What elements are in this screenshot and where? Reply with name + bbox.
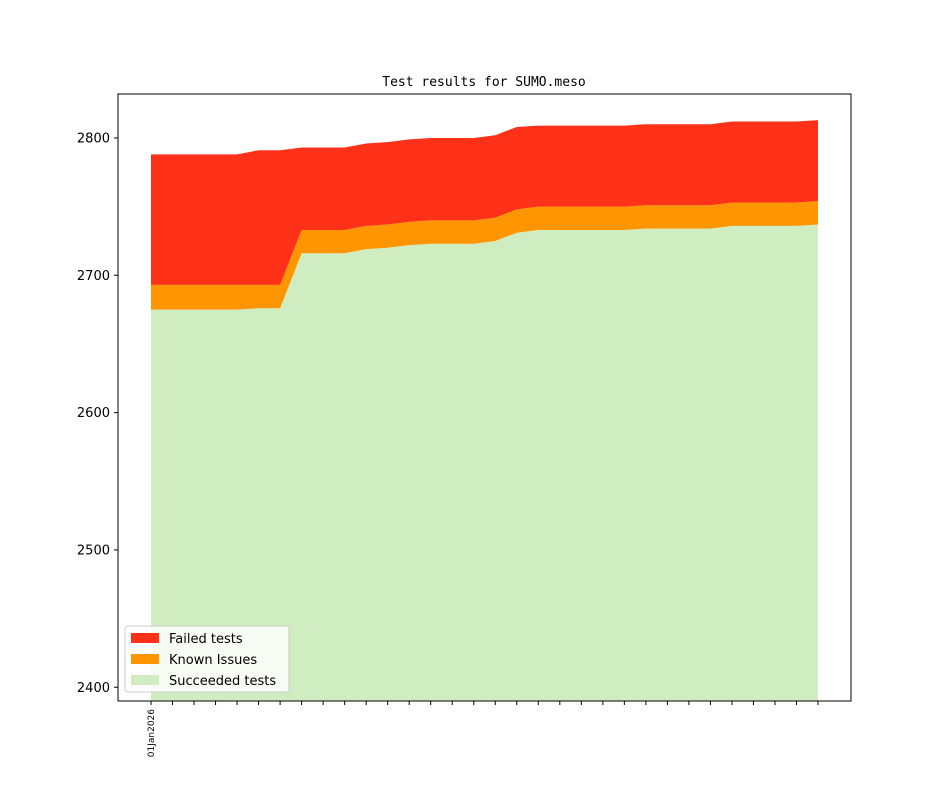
plot-areas	[151, 120, 818, 701]
chart-title: Test results for SUMO.meso	[382, 75, 586, 90]
legend-box	[124, 625, 290, 693]
y-tick-label: 2500	[77, 543, 110, 558]
legend-label-known-issues: Known Issues	[169, 653, 257, 668]
y-tick-label: 2700	[77, 269, 110, 284]
y-tick-label: 2600	[77, 406, 110, 421]
legend-label-succeeded-tests: Succeeded tests	[169, 674, 276, 689]
x-tick-label: 01Jan2026	[147, 709, 157, 758]
area-succeeded-tests	[151, 224, 818, 701]
x-axis: 01Jan2026	[147, 701, 819, 758]
legend-label-failed-tests: Failed tests	[169, 632, 243, 647]
y-axis: 2400 2500 2600 2700 2800	[77, 131, 118, 696]
area-failed-tests	[151, 120, 818, 285]
legend: Failed tests Known Issues Succeeded tests	[124, 625, 290, 693]
legend-swatch-failed-tests	[131, 633, 159, 643]
plot-frame	[117, 93, 852, 702]
y-tick-label: 2400	[77, 681, 110, 696]
y-tick-label: 2800	[77, 131, 110, 146]
legend-swatch-known-issues	[131, 654, 159, 664]
legend-swatch-succeeded-tests	[131, 675, 159, 685]
area-known-issues	[151, 201, 818, 310]
